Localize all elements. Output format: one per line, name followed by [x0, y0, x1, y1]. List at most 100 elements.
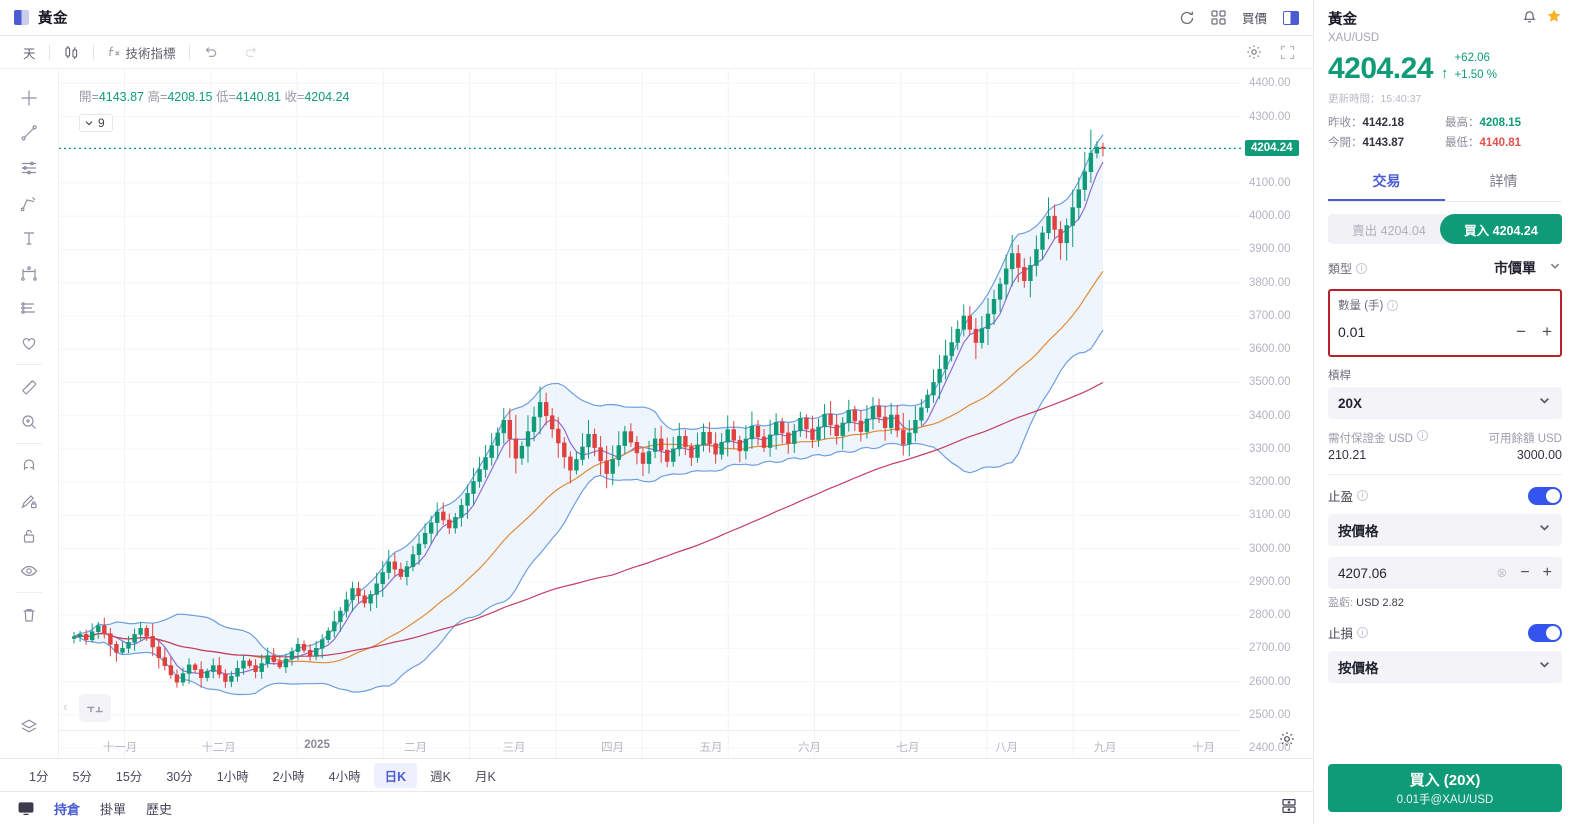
timeframe-1小時[interactable]: 1小時 [216, 769, 249, 784]
tab-orders[interactable]: 掛單 [100, 801, 127, 817]
zoom-in-icon[interactable] [12, 404, 46, 439]
refresh-icon[interactable] [1179, 10, 1195, 26]
fullscreen-icon[interactable] [1280, 45, 1295, 60]
quantity-input[interactable]: 0.01 − + [1338, 317, 1552, 347]
panel-symbol-title: 黃金 [1328, 12, 1357, 28]
stop-loss-toggle[interactable] [1528, 623, 1562, 642]
page-title: 黃金 [38, 11, 68, 27]
pnl-value: USD 2.82 [1356, 597, 1404, 610]
price-tick: 3800.00 [1249, 276, 1291, 289]
trendline-icon[interactable] [12, 115, 46, 150]
info-icon[interactable]: i [1416, 430, 1428, 442]
price-tick: 3300.00 [1249, 442, 1291, 455]
interval-button[interactable]: 天 [23, 46, 36, 61]
chevron-down-icon [1537, 393, 1552, 413]
quote-stats: 昨收：4142.18 最高：4208.15 今開：4143.87 最低：4140.81 [1328, 112, 1562, 152]
clear-icon[interactable]: ⊗ [1496, 565, 1508, 581]
chevron-down-icon [1537, 657, 1552, 677]
magnet-icon[interactable] [12, 448, 46, 483]
redo-icon[interactable] [231, 42, 272, 63]
quantity-increment-button[interactable]: + [1542, 322, 1552, 342]
quote-stat-value: 4208.15 [1479, 117, 1522, 130]
take-profit-decrement-button[interactable]: − [1520, 564, 1530, 582]
quantity-decrement-button[interactable]: − [1516, 322, 1527, 342]
crosshair-icon[interactable] [12, 80, 46, 115]
panel-symbol-code: XAU/USD [1328, 32, 1380, 44]
timeframe-30分[interactable]: 30分 [166, 769, 193, 784]
timeframe-2小時[interactable]: 2小時 [272, 769, 305, 784]
quote-stat-value: 4142.18 [1362, 117, 1405, 130]
price-axis[interactable]: 4400.00 4300.00 4100.00 4000.00 3900.00 3800.… [1241, 70, 1313, 758]
chevron-down-icon[interactable] [1548, 259, 1562, 278]
ohlc-high-value: 4208.15 [167, 90, 213, 104]
text-icon[interactable] [12, 220, 46, 255]
bell-icon[interactable] [1522, 9, 1537, 29]
tab-details[interactable]: 詳情 [1489, 173, 1518, 190]
divider [1328, 474, 1562, 476]
buy-button[interactable]: 買入 4204.24 [1440, 214, 1562, 245]
timeframe-5分[interactable]: 5分 [72, 769, 92, 784]
submit-buy-button[interactable]: 買入 (20X) 0.01手@XAU/USD [1328, 764, 1562, 812]
horizontal-lines-icon[interactable] [12, 150, 46, 185]
submit-buy-main-label: 買入 (20X) [1409, 772, 1481, 789]
info-icon[interactable]: i [1387, 299, 1399, 311]
timeframe-4小時[interactable]: 4小時 [328, 769, 361, 784]
fib-icon[interactable] [12, 255, 46, 290]
timeframe-週K[interactable]: 週K [430, 769, 451, 784]
quote-stat-value: 4143.87 [1362, 137, 1405, 150]
tab-positions[interactable]: 持倉 [54, 801, 81, 817]
chart-settings-gear-icon[interactable] [1279, 731, 1295, 752]
candlestick-chart-canvas[interactable] [59, 70, 1241, 758]
sell-button[interactable]: 賣出 4204.04 [1328, 214, 1450, 245]
favorites-heart-icon[interactable] [12, 325, 46, 360]
time-tick: 六月 [798, 742, 822, 754]
order-type-label: 類型 [1328, 261, 1353, 276]
gear-icon[interactable] [1246, 44, 1262, 60]
price-tick: 2400.00 [1249, 742, 1291, 755]
indicator-count-chip[interactable]: 9 [79, 114, 113, 132]
timeframe-1分[interactable]: 1分 [29, 769, 49, 784]
scroll-left-icon[interactable]: ‹ [63, 699, 68, 714]
order-type-row[interactable]: 類型 i 市價單 [1328, 258, 1562, 278]
toolbar-divider [48, 44, 50, 60]
measure-ruler-icon[interactable] [12, 369, 46, 404]
eye-hide-icon[interactable] [12, 553, 46, 588]
info-icon[interactable]: i [1357, 490, 1369, 502]
time-axis[interactable]: 十一月 十二月 2025 二月 三月 四月 五月 六月 七月 八月 九月 十月 [59, 730, 1241, 758]
split-layout-icon[interactable] [1283, 10, 1299, 25]
lock-icon[interactable] [12, 518, 46, 553]
leverage-select[interactable]: 20X [1328, 387, 1562, 420]
pitchfork-icon[interactable] [12, 185, 46, 220]
timeframe-日K[interactable]: 日K [373, 762, 418, 788]
candlestick-icon[interactable] [50, 41, 93, 64]
timeframe-15分[interactable]: 15分 [115, 769, 143, 784]
take-profit-toggle[interactable] [1528, 486, 1562, 505]
stop-loss-mode-select[interactable]: 按價格 [1328, 651, 1562, 684]
chart-plot[interactable]: 開=4143.87 高=4208.15 低=4140.81 收=4204.24 … [59, 70, 1241, 758]
take-profit-mode-select[interactable]: 按價格 [1328, 514, 1562, 547]
change-percent: +1.50 % [1454, 68, 1497, 81]
info-icon[interactable]: i [1357, 627, 1369, 639]
take-profit-increment-button[interactable]: + [1542, 564, 1552, 582]
grid-layout-icon[interactable] [1211, 10, 1226, 25]
undo-icon[interactable] [190, 42, 231, 63]
patterns-icon[interactable] [12, 290, 46, 325]
draw-lock-icon[interactable] [12, 483, 46, 518]
layers-icon[interactable] [12, 709, 46, 744]
info-icon[interactable]: i [1356, 262, 1368, 274]
take-profit-price-input[interactable]: 4207.06 ⊗ − + [1328, 557, 1562, 590]
price-tick: 3500.00 [1249, 376, 1291, 389]
trash-icon[interactable] [12, 597, 46, 632]
quote-stat: 今開：4143.87 [1328, 132, 1445, 152]
star-icon[interactable] [1546, 8, 1562, 29]
expand-rows-icon[interactable] [1281, 798, 1313, 819]
tab-history[interactable]: 歷史 [146, 801, 173, 817]
toolbar-divider [16, 364, 42, 365]
quote-toggle-label[interactable]: 買價 [1241, 12, 1267, 26]
tab-trade[interactable]: 交易 [1328, 162, 1445, 202]
quote-stat-label: 最高： [1445, 117, 1480, 130]
ohlc-high-label: 高 [147, 90, 161, 104]
timeframe-月K[interactable]: 月K [474, 769, 496, 784]
indicators-button[interactable]: 技術指標 [94, 40, 189, 65]
